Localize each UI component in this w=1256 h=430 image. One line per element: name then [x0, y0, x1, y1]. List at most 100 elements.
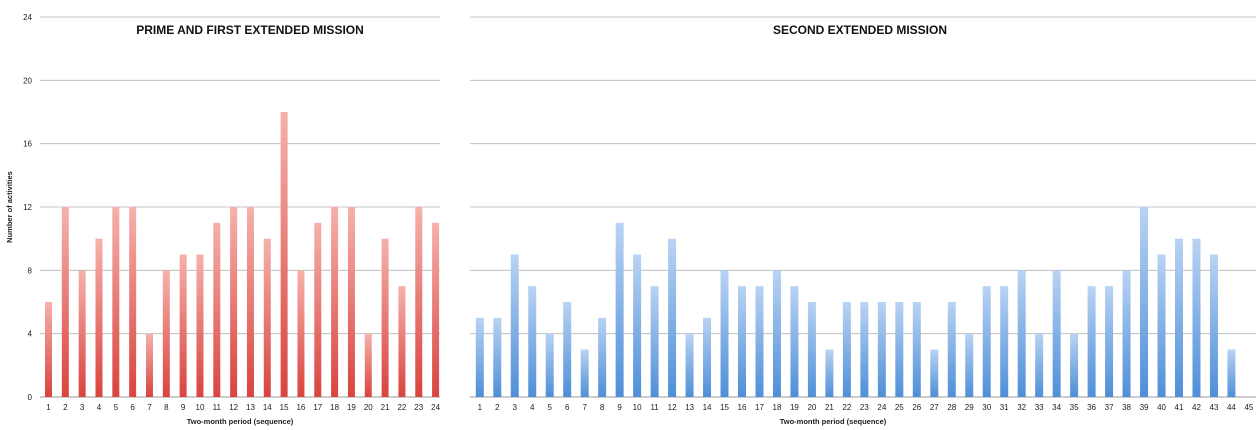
x-tick-label: 19: [790, 403, 799, 412]
x-tick-label: 13: [246, 403, 255, 412]
x-tick-label: 16: [738, 403, 747, 412]
x-tick-label: 36: [1087, 403, 1096, 412]
x-tick-label: 15: [280, 403, 289, 412]
bar-2-18: [772, 270, 781, 397]
x-tick-label: 26: [912, 403, 921, 412]
bar-1-5: [112, 207, 120, 397]
x-tick-label: 5: [547, 403, 552, 412]
x-tick-label: 9: [181, 403, 186, 412]
x-tick-label: 42: [1192, 403, 1201, 412]
bar-2-11: [650, 286, 659, 397]
bar-2-29: [965, 333, 974, 397]
bar-2-4: [528, 286, 537, 397]
bar-1-9: [179, 254, 187, 397]
x-tick-label: 4: [530, 403, 535, 412]
x-tick-label: 15: [720, 403, 729, 412]
x-tick-label: 29: [965, 403, 974, 412]
x-tick-label: 21: [825, 403, 834, 412]
bar-2-32: [1017, 270, 1026, 397]
x-tick-label: 27: [930, 403, 939, 412]
x-tick-label: 4: [97, 403, 102, 412]
bar-2-41: [1175, 238, 1183, 397]
bar-1-17: [314, 222, 322, 397]
bars-layer: [45, 112, 1236, 397]
x-tick-label: 10: [633, 403, 642, 412]
y-tick-label: 0: [28, 393, 33, 402]
bar-2-38: [1122, 270, 1131, 397]
bar-2-36: [1087, 286, 1096, 397]
x-tick-label: 11: [213, 403, 222, 412]
bar-2-7: [580, 349, 589, 397]
x-tick-label: 12: [229, 403, 238, 412]
x-tick-label: 44: [1227, 403, 1236, 412]
bar-1-4: [95, 238, 103, 397]
bar-2-22: [842, 302, 851, 397]
bar-1-23: [415, 207, 423, 397]
chart-title-1: PRIME AND FIRST EXTENDED MISSION: [136, 23, 364, 37]
bar-2-37: [1105, 286, 1114, 397]
x-axis-title-2: Two-month period (sequence): [780, 417, 887, 426]
x-tick-label: 21: [381, 403, 390, 412]
x-tick-label: 45: [1244, 403, 1253, 412]
bar-2-14: [703, 317, 712, 397]
bar-2-16: [738, 286, 746, 397]
x-tick-label: 17: [313, 403, 322, 412]
bar-2-6: [563, 302, 572, 397]
x-tick-label: 13: [685, 403, 694, 412]
y-tick-label: 12: [23, 203, 32, 212]
bar-2-1: [475, 317, 484, 397]
x-tick-label: 22: [397, 403, 406, 412]
x-tick-label: 33: [1035, 403, 1044, 412]
x-tick-label: 17: [755, 403, 764, 412]
bar-1-13: [246, 207, 254, 397]
y-tick-label: 24: [23, 13, 32, 22]
x-tick-label: 6: [130, 403, 135, 412]
x-tick-label: 10: [196, 403, 205, 412]
x-tick-label: 14: [703, 403, 712, 412]
bar-1-16: [297, 270, 305, 397]
x-tick-label: 22: [842, 403, 851, 412]
bar-2-15: [720, 270, 729, 397]
bar-1-10: [196, 254, 204, 397]
x-tick-label: 18: [773, 403, 782, 412]
bar-2-25: [895, 302, 904, 397]
x-tick-label: 40: [1157, 403, 1166, 412]
bar-2-44: [1227, 349, 1236, 397]
x-tick-label: 14: [263, 403, 272, 412]
x-tick-label: 20: [364, 403, 373, 412]
x-tick-label: 2: [63, 403, 68, 412]
bar-2-12: [668, 238, 677, 397]
bar-2-34: [1052, 270, 1061, 397]
x-tick-label: 30: [982, 403, 991, 412]
x-tick-label: 12: [668, 403, 677, 412]
bar-2-43: [1209, 254, 1218, 397]
bar-2-28: [947, 302, 956, 397]
x-tick-label: 39: [1140, 403, 1149, 412]
y-axis-title: Number of activities: [5, 171, 14, 243]
x-tick-label: 37: [1105, 403, 1114, 412]
bar-1-1: [45, 302, 52, 397]
bar-2-20: [807, 302, 816, 397]
x-tick-label: 23: [860, 403, 869, 412]
x-tick-label: 6: [565, 403, 570, 412]
bar-2-23: [860, 302, 869, 397]
x-tick-label: 9: [617, 403, 622, 412]
x-tick-label: 2: [495, 403, 500, 412]
x-tick-label: 19: [347, 403, 356, 412]
bar-2-33: [1035, 333, 1044, 397]
x-tick-label: 5: [114, 403, 119, 412]
bar-2-31: [1000, 286, 1009, 397]
x-tick-label: 38: [1122, 403, 1131, 412]
bar-1-24: [432, 222, 440, 397]
x-tick-label: 11: [650, 403, 659, 412]
x-tick-label: 31: [1000, 403, 1009, 412]
bar-1-3: [78, 270, 86, 397]
bar-2-39: [1140, 207, 1149, 397]
x-tick-label: 41: [1175, 403, 1184, 412]
bar-2-8: [598, 317, 607, 397]
bar-1-21: [381, 238, 389, 397]
x-tick-label: 28: [947, 403, 956, 412]
